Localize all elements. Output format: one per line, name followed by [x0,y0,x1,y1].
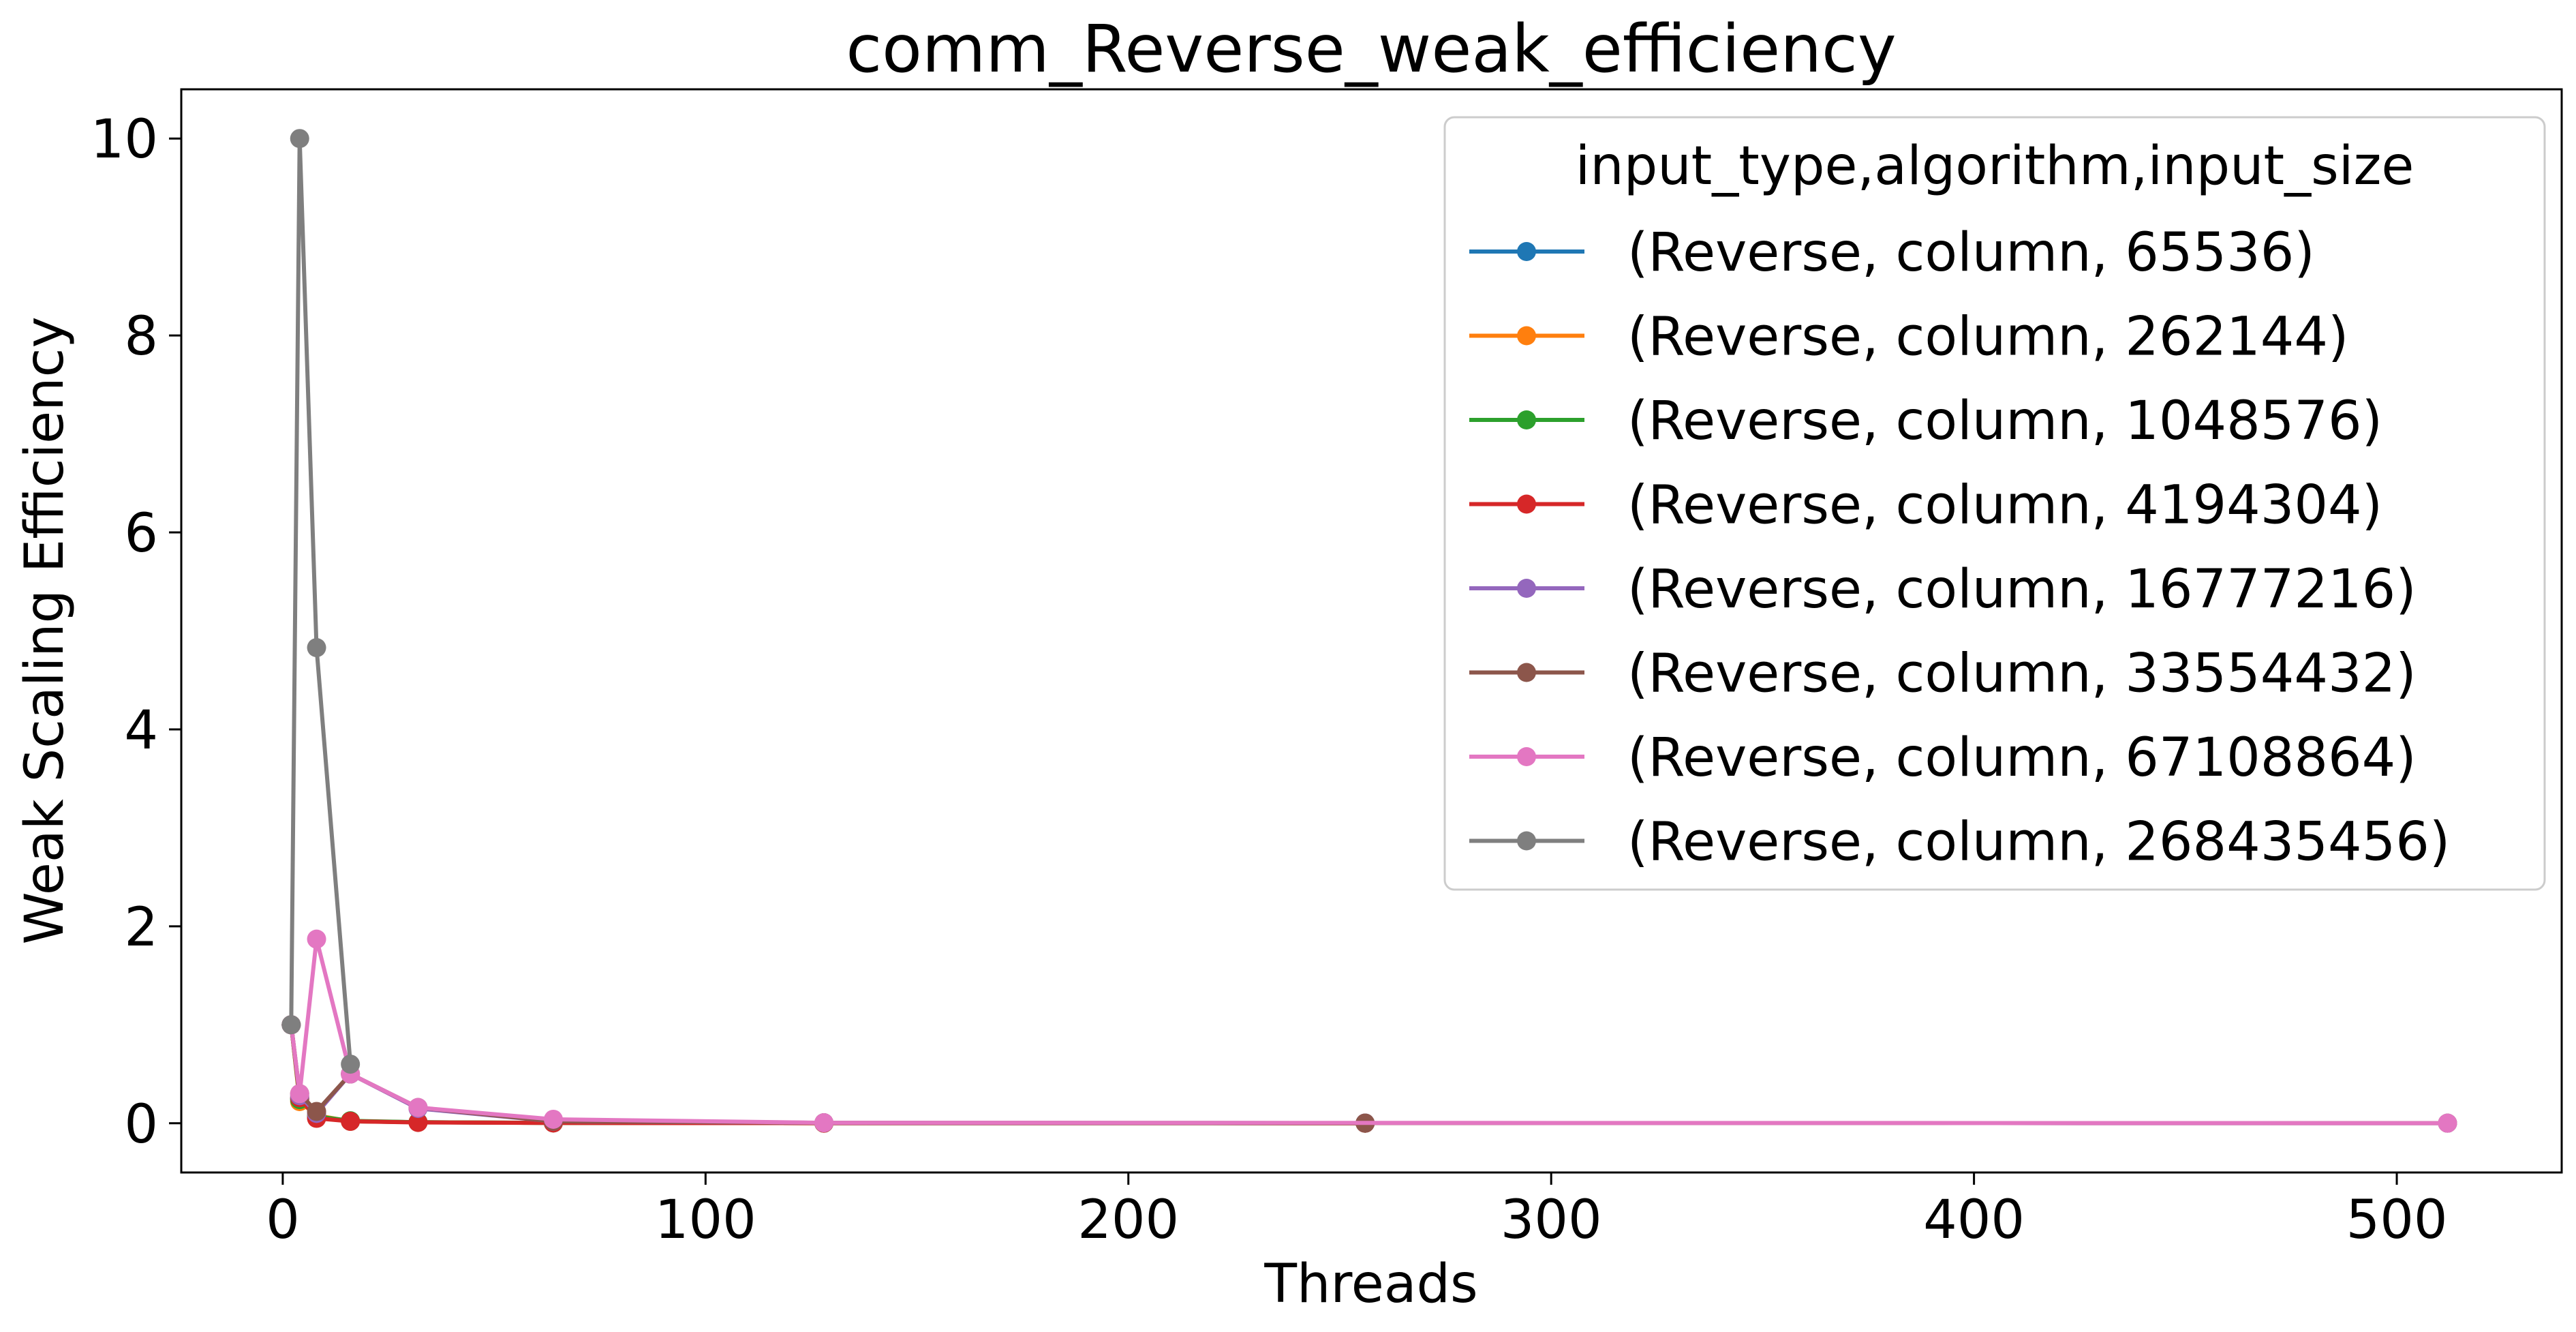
y-axis-ticks: 0 2 4 6 8 10 [91,109,181,1155]
data-point [814,1113,834,1133]
series-line [289,1024,2448,1125]
legend-item: (Reverse, column, 262144) [1469,307,2348,368]
x-tick-label: 0 [266,1190,300,1251]
data-point [2438,1113,2457,1133]
legend-label: (Reverse, column, 268435456) [1627,812,2450,873]
y-tick-label: 6 [124,503,158,564]
series-line [289,1024,2448,1125]
legend-label: (Reverse, column, 33554432) [1627,644,2417,705]
legend-marker [1517,242,1536,261]
x-tick-label: 500 [2346,1190,2448,1251]
plot-area-frame [180,88,2563,1174]
legend-item: (Reverse, column, 268435456) [1469,812,2450,873]
data-point [543,1109,563,1129]
series-6 [281,1015,2457,1133]
x-axis-label: Threads [1263,1254,1477,1315]
legend-marker [1517,410,1536,429]
legend-marker [1517,831,1536,851]
data-point [281,1015,301,1035]
legend-frame [1443,116,2546,891]
series-line [289,1024,1366,1125]
legend-label: (Reverse, column, 4194304) [1627,475,2382,536]
data-point [307,638,326,658]
series-line [289,136,353,1065]
legend-label: (Reverse, column, 16777216) [1627,559,2417,620]
legend-marker [1517,663,1536,682]
y-axis-label: Weak Scaling Efficiency [14,316,76,944]
data-point [341,1055,361,1074]
x-tick-label: 300 [1501,1190,1602,1251]
x-tick-label: 200 [1077,1190,1179,1251]
data-point [307,929,326,949]
data-point [408,1098,428,1117]
data-point [290,1084,309,1104]
series-layer [281,129,2457,1133]
x-axis-ticks: 0 100 200 300 400 500 [266,1172,2447,1251]
x-tick-label: 400 [1923,1190,2025,1251]
legend: input_type,algorithm,input_size (Reverse… [1443,116,2546,891]
legend-title: input_type,algorithm,input_size [1576,136,2414,197]
legend-label: (Reverse, column, 262144) [1627,307,2348,368]
legend-item: (Reverse, column, 65536) [1469,222,2315,284]
y-tick-label: 10 [91,109,158,170]
y-tick-label: 0 [124,1094,158,1155]
legend-item: (Reverse, column, 4194304) [1469,475,2382,536]
legend-label: (Reverse, column, 67108864) [1627,727,2417,789]
series-line [289,1024,1366,1125]
series-7 [281,929,2457,1133]
y-tick-label: 2 [124,897,158,958]
series-8 [281,129,361,1074]
legend-item: (Reverse, column, 33554432) [1469,644,2417,705]
data-point [408,1112,428,1132]
legend-label: (Reverse, column, 1048576) [1627,391,2382,452]
legend-marker [1517,494,1536,514]
data-point [290,129,309,149]
y-tick-label: 8 [124,306,158,367]
legend-marker [1517,326,1536,346]
chart-title: comm_Reverse_weak_efficiency [846,11,1896,87]
legend-items: (Reverse, column, 65536) (Reverse, column… [1469,222,2450,873]
legend-marker [1517,747,1536,766]
data-point [307,1102,326,1121]
legend-label: (Reverse, column, 65536) [1627,222,2315,284]
data-point [341,1111,361,1131]
legend-marker [1517,579,1536,598]
legend-item: (Reverse, column, 1048576) [1469,391,2382,452]
series-line [289,1024,1366,1125]
legend-item: (Reverse, column, 16777216) [1469,559,2417,620]
series-line [289,1024,1366,1125]
y-tick-label: 4 [124,700,158,761]
legend-item: (Reverse, column, 67108864) [1469,727,2417,789]
series-line [289,937,2448,1125]
x-tick-label: 100 [655,1190,756,1251]
